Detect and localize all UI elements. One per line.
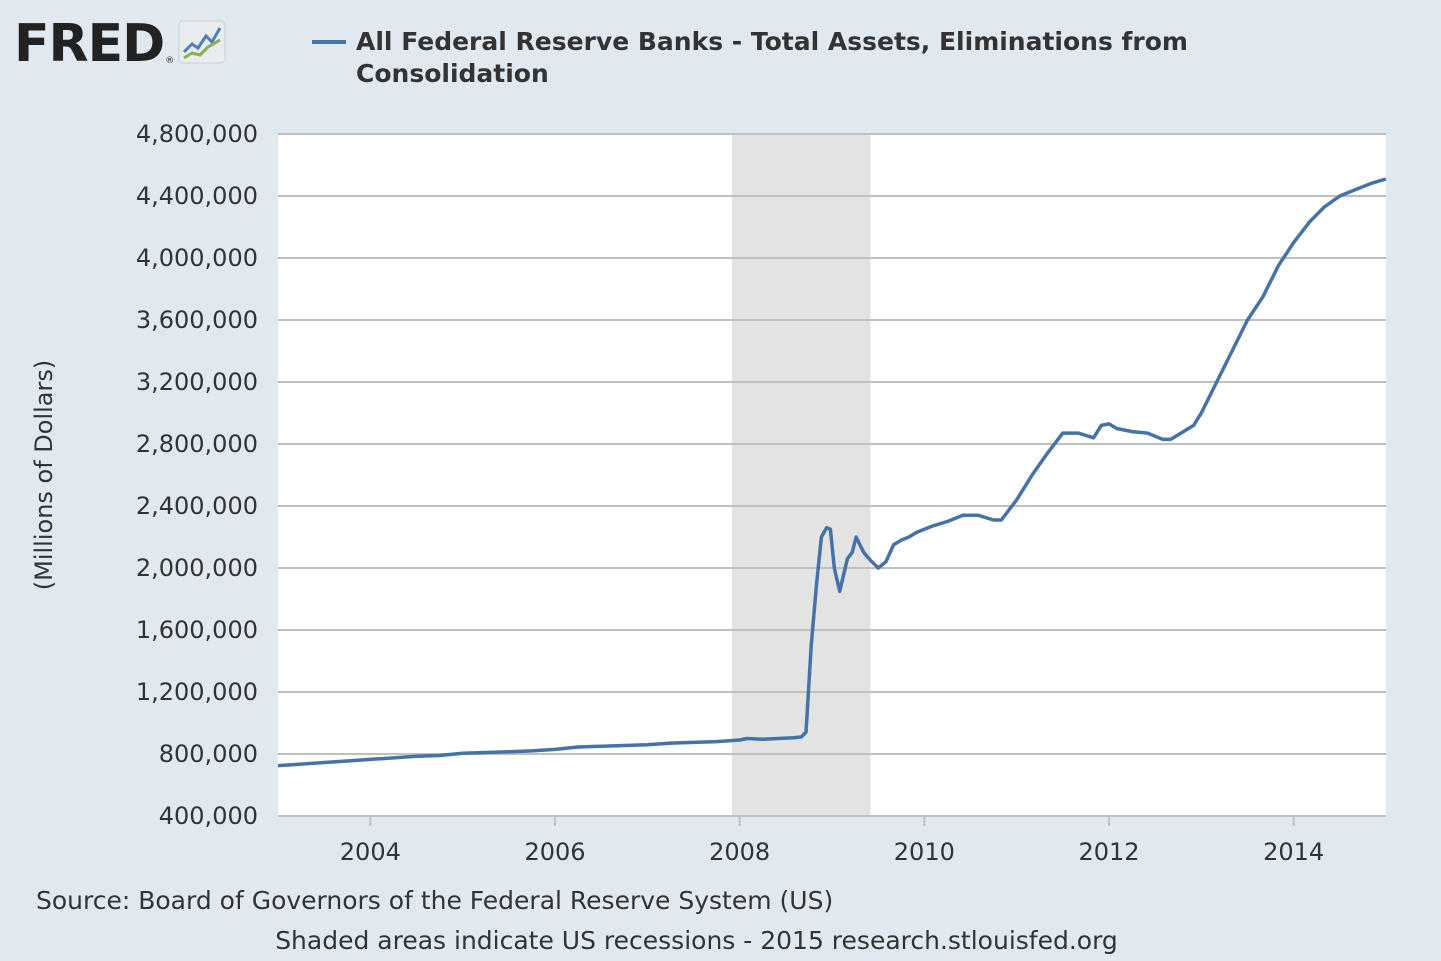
x-tick-label: 2004	[340, 838, 401, 866]
x-tick-label: 2008	[709, 838, 770, 866]
y-tick-label: 3,600,000	[136, 306, 258, 334]
logo-text: FRED	[14, 14, 165, 74]
y-axis-ticks: 400,000 800,000 1,200,000 1,600,000 2,000,00…	[136, 120, 258, 830]
y-tick-label: 4,400,000	[136, 182, 258, 210]
x-tick-label: 2010	[894, 838, 955, 866]
recession-band	[731, 134, 871, 816]
y-tick-label: 2,400,000	[136, 492, 258, 520]
grid-layer	[278, 133, 1386, 817]
x-tick-label: 2012	[1078, 838, 1139, 866]
x-axis-ticks: 2004 2006 2008 2010 2012 2014	[340, 816, 1324, 866]
y-tick-label: 4,000,000	[136, 244, 258, 272]
y-tick-label: 3,200,000	[136, 368, 258, 396]
recession-note: Shaded areas indicate US recessions - 20…	[275, 926, 1118, 955]
legend-label: All Federal Reserve Banks - Total Assets…	[356, 27, 1188, 88]
y-tick-label: 400,000	[159, 802, 258, 830]
y-tick-label: 1,200,000	[136, 678, 258, 706]
y-tick-label: 1,600,000	[136, 616, 258, 644]
fred-logo: FRED ®	[14, 18, 226, 70]
chart-legend: All Federal Reserve Banks - Total Assets…	[312, 26, 1292, 90]
y-tick-label: 2,800,000	[136, 430, 258, 458]
x-tick-label: 2006	[524, 838, 585, 866]
trend-line-icon	[178, 20, 226, 68]
y-tick-label: 2,000,000	[136, 554, 258, 582]
registered-mark: ®	[165, 56, 175, 66]
x-tick-label: 2014	[1263, 838, 1324, 866]
source-note: Source: Board of Governors of the Federa…	[36, 886, 834, 915]
y-tick-label: 4,800,000	[136, 120, 258, 148]
recession-layer	[731, 134, 871, 816]
y-axis-label: (Millions of Dollars)	[30, 360, 58, 590]
legend-swatch	[312, 40, 346, 44]
series-line	[277, 177, 1387, 768]
y-tick-label: 800,000	[159, 740, 258, 768]
